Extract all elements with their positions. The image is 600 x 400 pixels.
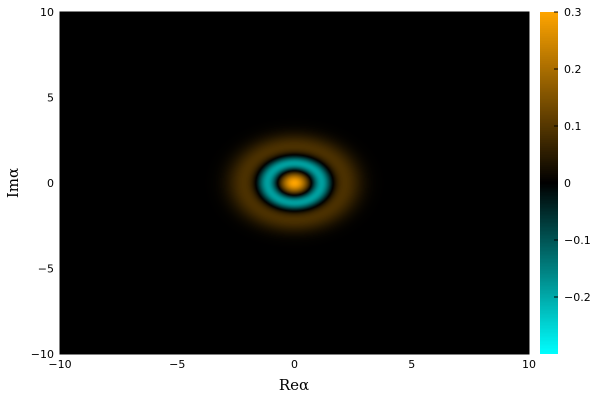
colorbar-ticks: 0.3 0.2 0.1 0 −0.1 −0.2 — [554, 6, 591, 304]
x-tick-label: 5 — [408, 358, 415, 371]
colorbar: 0.3 0.2 0.1 0 −0.1 −0.2 — [540, 6, 591, 354]
x-tick-label: 0 — [291, 358, 298, 371]
y-tick-label: −10 — [31, 348, 54, 361]
x-tick-label: −5 — [169, 358, 185, 371]
colorbar-tick-label: 0.3 — [564, 6, 582, 19]
y-tick-label: −5 — [38, 263, 54, 276]
colorbar-tick-label: 0.1 — [564, 120, 582, 133]
x-tick-label: 10 — [522, 358, 536, 371]
colorbar-tick-label: 0.2 — [564, 63, 582, 76]
x-axis-label: Reα — [279, 376, 309, 394]
plot-area — [59, 11, 530, 355]
heatmap-raster — [60, 12, 529, 354]
y-tick-label: 10 — [40, 6, 54, 19]
colorbar-tick-label: 0 — [564, 177, 571, 190]
y-axis-label: Imα — [4, 168, 22, 198]
colorbar-tick-label: −0.1 — [564, 234, 591, 247]
colorbar-tick-label: −0.2 — [564, 291, 591, 304]
y-axis-ticks: −10 −5 0 5 10 — [31, 6, 64, 361]
colorbar-gradient — [540, 12, 558, 354]
x-axis-ticks: −10 −5 0 5 10 — [48, 350, 536, 371]
x-tick-label: −10 — [48, 358, 71, 371]
y-tick-label: 5 — [47, 92, 54, 105]
y-tick-label: 0 — [47, 177, 54, 190]
